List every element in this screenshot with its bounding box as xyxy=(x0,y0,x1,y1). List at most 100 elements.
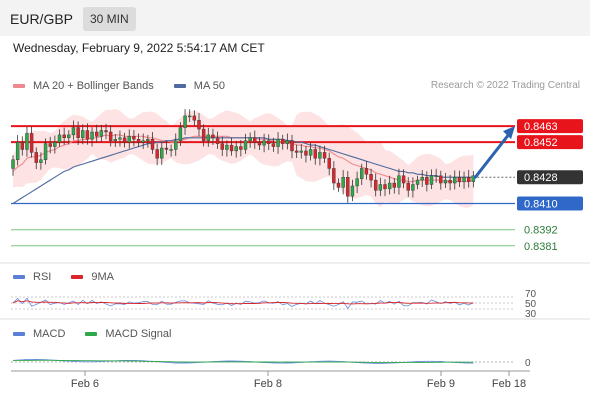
candle xyxy=(39,152,43,170)
candle xyxy=(67,130,71,145)
candle-body xyxy=(308,149,313,156)
rsi-ma-line xyxy=(12,300,474,305)
candle xyxy=(127,129,131,149)
rsi-swatch xyxy=(13,275,25,279)
candle xyxy=(146,134,150,148)
candle xyxy=(25,127,29,157)
report-datetime: Wednesday, February 9, 2022 5:54:17 AM C… xyxy=(13,41,265,55)
ma50-swatch xyxy=(173,84,186,88)
candle xyxy=(160,141,164,165)
candle-body xyxy=(327,158,331,169)
rsi-level-label: 70 xyxy=(525,289,537,300)
candle-body xyxy=(420,177,424,181)
macd-legend: MACD MACD Signal xyxy=(13,328,191,340)
research-credit: Research © 2022 Trading Central xyxy=(430,80,580,91)
candle-body xyxy=(253,137,257,143)
candle-body xyxy=(290,140,294,152)
candle-body xyxy=(164,147,169,150)
candle-body xyxy=(243,140,248,150)
candle-body xyxy=(364,168,369,175)
candle-body xyxy=(406,182,410,191)
candle xyxy=(387,175,392,195)
candle-body xyxy=(122,137,127,143)
level-label-bg-support xyxy=(517,196,583,211)
legend-ma50: MA 50 xyxy=(173,80,225,92)
legend-ma20-label: MA 20 + Bollinger Bands xyxy=(33,80,154,92)
candle-body xyxy=(318,152,322,159)
level-label-target: 0.8381 xyxy=(524,241,558,253)
candle-body xyxy=(62,134,66,139)
candle xyxy=(383,179,387,197)
candle-body xyxy=(178,127,183,141)
candle xyxy=(62,127,66,145)
candle-body xyxy=(48,143,52,147)
macd-signal-swatch xyxy=(85,332,98,336)
candle xyxy=(174,133,178,156)
candle-body xyxy=(234,146,238,152)
candle-body xyxy=(387,182,392,190)
candle-body xyxy=(471,175,476,182)
candle xyxy=(11,155,15,176)
level-label-bg-resistance xyxy=(517,135,583,150)
macd-zero-label: 0 xyxy=(525,358,531,369)
candle xyxy=(76,121,80,145)
candle-body xyxy=(425,177,429,185)
candle xyxy=(443,172,448,188)
forecast-arrow xyxy=(473,132,511,179)
candle xyxy=(234,140,238,158)
candle xyxy=(462,171,466,189)
candle-body xyxy=(304,150,308,156)
candle xyxy=(53,135,57,154)
forecast-arrow-head xyxy=(503,126,515,140)
candle xyxy=(429,169,434,189)
candle-body xyxy=(262,140,266,146)
candle xyxy=(201,124,206,147)
candle xyxy=(34,147,38,170)
candle xyxy=(392,178,396,194)
candle xyxy=(155,143,159,166)
level-label-bg-resistance xyxy=(517,119,583,134)
candle-body xyxy=(346,177,350,197)
candle-body xyxy=(192,115,197,121)
symbol-title: EUR/GBP xyxy=(10,11,74,27)
legend-macd: MACD xyxy=(13,328,65,340)
timeframe-button[interactable]: 30 MIN xyxy=(83,7,136,31)
macd-swatch xyxy=(13,332,25,336)
candle-body xyxy=(99,130,104,137)
candle-body xyxy=(411,184,415,191)
candle-body xyxy=(11,159,15,169)
x-tick-label: Feb 6 xyxy=(71,378,99,390)
candle xyxy=(113,133,118,147)
candle-body xyxy=(206,134,211,141)
level-label-support: 0.8410 xyxy=(524,198,558,210)
candle-body xyxy=(229,144,234,152)
candle xyxy=(150,132,155,154)
candle-body xyxy=(15,141,20,160)
candle xyxy=(420,170,424,187)
candle-body xyxy=(457,177,462,182)
candle xyxy=(406,177,410,197)
legend-macd-label: MACD xyxy=(33,328,66,340)
x-tick-label: Feb 18 xyxy=(492,378,526,390)
candle-body xyxy=(322,152,327,159)
candle-body xyxy=(383,184,387,190)
candle xyxy=(453,170,457,190)
candle-body xyxy=(118,137,122,140)
legend-rsi-ma-label: 9MA xyxy=(91,271,114,283)
candle xyxy=(118,130,122,147)
candle-body xyxy=(67,134,71,139)
candle xyxy=(471,171,476,188)
candle-body xyxy=(169,149,173,151)
candle xyxy=(294,144,299,159)
candle xyxy=(313,144,317,165)
level-label-resistance: 0.8452 xyxy=(524,137,558,149)
candle xyxy=(467,169,471,188)
level-label-bg-last xyxy=(517,170,583,185)
candle xyxy=(15,134,20,166)
candle xyxy=(81,124,85,145)
candle-body xyxy=(220,143,224,150)
candle-body xyxy=(341,177,345,188)
candle xyxy=(262,133,266,153)
candle xyxy=(364,161,369,180)
